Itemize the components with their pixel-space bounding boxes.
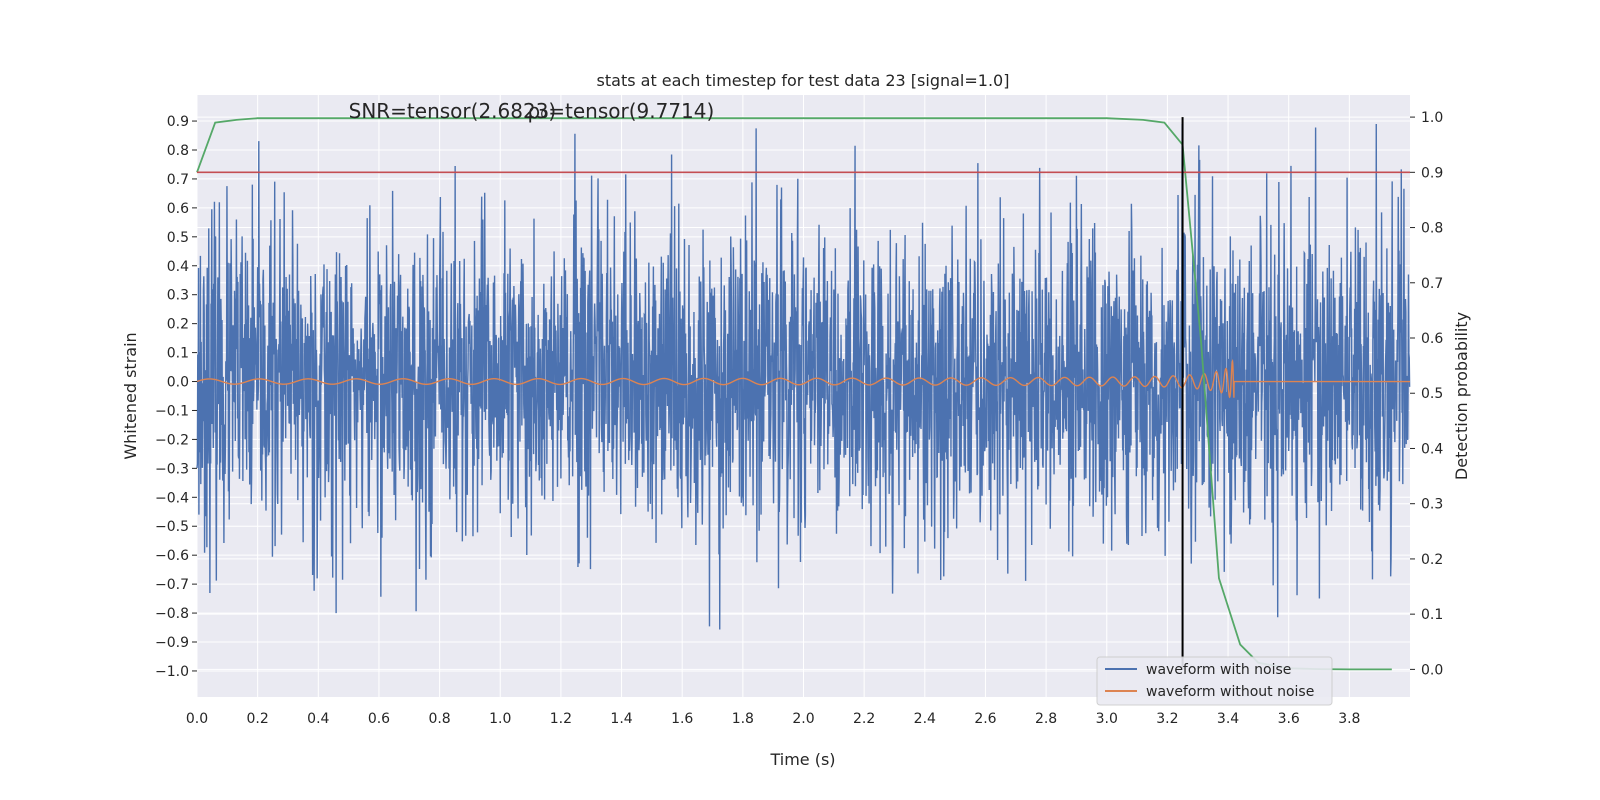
x-tick-label: 0.8 xyxy=(428,711,450,727)
y-tick-label: 0.6 xyxy=(167,201,189,217)
x-tick-label: 1.0 xyxy=(489,711,511,727)
x-tick-label: 3.2 xyxy=(1156,711,1178,727)
x-axis-label: Time (s) xyxy=(769,750,835,769)
x-tick-label: 2.6 xyxy=(974,711,996,727)
y-tick-label: −0.5 xyxy=(155,519,189,535)
legend: waveform with noise waveform without noi… xyxy=(1096,656,1333,706)
x-tick-label: 2.2 xyxy=(853,711,875,727)
y-tick-label: 0.9 xyxy=(167,114,189,130)
y-tick-label: −0.3 xyxy=(155,461,189,477)
y-tick-label: −0.9 xyxy=(155,635,189,651)
y2-tick-label: 0.2 xyxy=(1421,552,1443,568)
y-tick-label: 0.0 xyxy=(167,375,189,391)
x-tick-label: 3.6 xyxy=(1278,711,1300,727)
y-tick-label: −1.0 xyxy=(155,664,189,680)
y-tick-label: −0.8 xyxy=(155,606,189,622)
x-tick-label: 2.8 xyxy=(1035,711,1057,727)
x-tick-label: 0.0 xyxy=(186,711,208,727)
x-tick-label: 3.8 xyxy=(1338,711,1360,727)
y2-axis-ticks: 1.0 0.9 0.8 0.7 0.6 0.5 0.4 0.3 0.2 0.1 0.0 xyxy=(1410,110,1443,678)
y-tick-label: −0.2 xyxy=(155,432,189,448)
chart-title: stats at each timestep for test data 23 … xyxy=(597,71,1010,90)
x-tick-label: 3.0 xyxy=(1096,711,1118,727)
y-tick-label: 0.4 xyxy=(167,259,189,275)
y-tick-label: −0.4 xyxy=(155,490,189,506)
y-tick-label: −0.1 xyxy=(155,403,189,419)
legend-box xyxy=(1096,656,1333,706)
x-tick-label: 0.2 xyxy=(247,711,269,727)
x-tick-label: 2.0 xyxy=(792,711,814,727)
y2-tick-label: 0.1 xyxy=(1421,607,1443,623)
rho-annotation: ρ₀=tensor(9.7714) xyxy=(528,99,715,123)
x-axis-ticks: 0.0 0.2 0.4 0.6 0.8 1.0 1.2 1.4 1.6 1.8 2.0 2.2 2.4 2… xyxy=(186,711,1361,727)
y-tick-label: 0.3 xyxy=(167,288,189,304)
x-tick-label: 1.6 xyxy=(671,711,693,727)
y-tick-label: −0.6 xyxy=(155,548,189,564)
y2-tick-label: 0.6 xyxy=(1421,331,1443,347)
y2-tick-label: 0.0 xyxy=(1421,662,1443,678)
y-tick-label: 0.2 xyxy=(167,317,189,333)
y2-tick-label: 0.7 xyxy=(1421,276,1443,292)
x-tick-label: 1.2 xyxy=(550,711,572,727)
y-tick-label: 0.1 xyxy=(167,346,189,362)
y-tick-label: −0.7 xyxy=(155,577,189,593)
y-tick-label: 0.5 xyxy=(167,230,189,246)
legend-entry-noise: waveform with noise xyxy=(1146,662,1291,678)
y-tick-label: 0.7 xyxy=(167,172,189,188)
reference-lines xyxy=(197,117,1410,670)
y2-tick-label: 0.8 xyxy=(1421,221,1443,237)
x-tick-label: 0.4 xyxy=(307,711,329,727)
y-tick-label: 0.8 xyxy=(167,143,189,159)
y2-tick-label: 1.0 xyxy=(1421,110,1443,126)
y2-tick-label: 0.9 xyxy=(1421,165,1443,181)
snr-annotation: SNR=tensor(2.6823) xyxy=(349,99,557,123)
y-axis-label: Whitened strain xyxy=(121,332,140,459)
x-tick-label: 1.8 xyxy=(732,711,754,727)
x-tick-label: 1.4 xyxy=(610,711,632,727)
series-waveform-without-noise xyxy=(196,358,1410,399)
legend-entry-clean: waveform without noise xyxy=(1146,684,1314,700)
y2-tick-label: 0.5 xyxy=(1421,386,1443,402)
x-tick-label: 0.6 xyxy=(368,711,390,727)
y2-tick-label: 0.4 xyxy=(1421,441,1443,457)
y-axis-ticks: 0.9 0.8 0.7 0.6 0.5 0.4 0.3 0.2 0.1 0.0 −0.1 −0.2 −0… xyxy=(155,114,197,680)
y2-tick-label: 0.3 xyxy=(1421,497,1443,513)
x-tick-label: 2.4 xyxy=(914,711,936,727)
y2-axis-label: Detection probability xyxy=(1452,312,1471,480)
x-tick-label: 3.4 xyxy=(1217,711,1239,727)
